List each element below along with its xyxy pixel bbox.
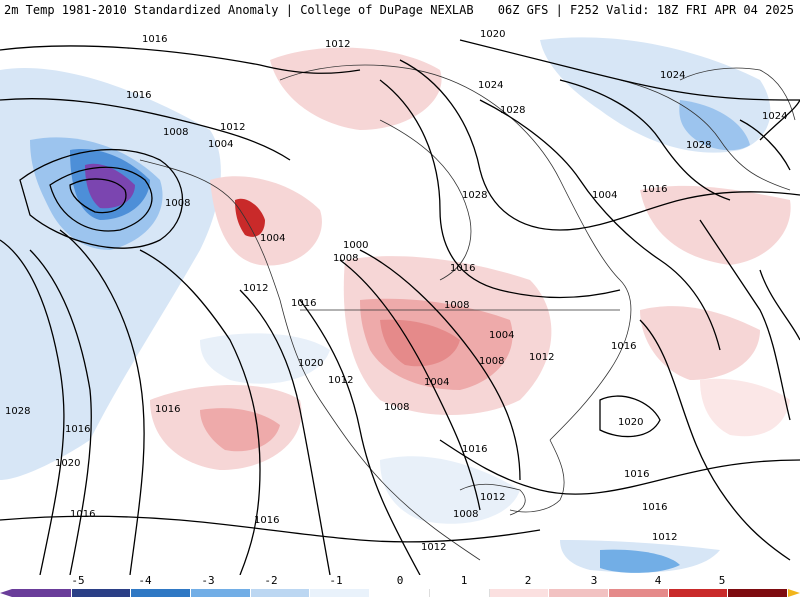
map-header: 2m Temp 1981-2010 Standardized Anomaly |… bbox=[0, 0, 800, 20]
isobar-label: 1016 bbox=[155, 404, 180, 415]
isobar-label: 1008 bbox=[444, 300, 469, 311]
isobar-lines bbox=[0, 39, 800, 575]
colorbar-segment bbox=[250, 589, 311, 597]
isobar-label: 1008 bbox=[165, 198, 190, 209]
isobar-label: 1028 bbox=[462, 190, 487, 201]
colorbar-label: 2 bbox=[524, 574, 532, 587]
colorbar-segment bbox=[429, 589, 490, 597]
isobar-labels: 1016 1012 1020 1024 1028 1024 1028 1024 … bbox=[5, 29, 787, 553]
colorbar-label: -3 bbox=[201, 574, 215, 587]
isobar-label: 1016 bbox=[642, 502, 667, 513]
colorbar-segment bbox=[549, 589, 609, 597]
isobar-label: 1016 bbox=[70, 509, 95, 520]
isobar-label: 1008 bbox=[453, 509, 478, 520]
colorbar-label: -4 bbox=[138, 574, 152, 587]
isobar-label: 1016 bbox=[611, 341, 636, 352]
map-canvas: 1016 1012 1020 1024 1028 1024 1028 1024 … bbox=[0, 29, 800, 575]
coastlines bbox=[139, 64, 796, 561]
colorbar-segment bbox=[370, 589, 430, 597]
isobar-label: 1000 bbox=[343, 240, 368, 251]
isobar-label: 1024 bbox=[478, 80, 503, 91]
isobar-label: 1016 bbox=[254, 515, 279, 526]
isobar-label: 1008 bbox=[333, 253, 358, 264]
isobar-label: 1012 bbox=[220, 122, 245, 133]
isobar-label: 1004 bbox=[260, 233, 285, 244]
colorbar-label: 1 bbox=[460, 574, 468, 587]
isobar-label: 1016 bbox=[126, 90, 151, 101]
colorbar-segment bbox=[728, 589, 788, 597]
isobar-label: 1016 bbox=[624, 469, 649, 480]
colorbar-label: 0 bbox=[396, 574, 404, 587]
isobar-label: 1020 bbox=[298, 358, 323, 369]
isobar-label: 1012 bbox=[325, 39, 350, 50]
isobar-label: 1016 bbox=[642, 184, 667, 195]
colorbar-label: 4 bbox=[654, 574, 662, 587]
isobar-label: 1004 bbox=[592, 190, 617, 201]
anomaly-colorbar: -5 -4 -3 -2 -1 0 1 2 3 4 5 bbox=[0, 575, 800, 600]
colorbar-segment bbox=[71, 589, 132, 597]
product-title: 2m Temp 1981-2010 Standardized Anomaly |… bbox=[4, 3, 474, 17]
isobar-label: 1012 bbox=[243, 283, 268, 294]
isobar-label: 1028 bbox=[500, 105, 525, 116]
isobar-label: 1020 bbox=[55, 458, 80, 469]
isobar-label: 1028 bbox=[5, 406, 30, 417]
colorbar-segment bbox=[310, 589, 371, 597]
colorbar-label: -2 bbox=[264, 574, 278, 587]
isobar-label: 1024 bbox=[762, 111, 787, 122]
anomaly-map: 1016 1012 1020 1024 1028 1024 1028 1024 … bbox=[0, 20, 800, 575]
isobar-label: 1012 bbox=[328, 375, 353, 386]
colorbar-label: -1 bbox=[329, 574, 343, 587]
isobar-label: 1012 bbox=[480, 492, 505, 503]
isobar-label: 1004 bbox=[424, 377, 449, 388]
colorbar-segment bbox=[608, 589, 669, 597]
colorbar-low-cap bbox=[0, 589, 12, 597]
isobar-label: 1024 bbox=[660, 70, 685, 81]
isobar-label: 1012 bbox=[652, 532, 677, 543]
isobar-label: 1012 bbox=[529, 352, 554, 363]
colorbar-segment bbox=[191, 589, 251, 597]
isobar-label: 1004 bbox=[489, 330, 514, 341]
colorbar-bar bbox=[12, 589, 788, 597]
cold-anomaly-shading bbox=[0, 37, 771, 573]
isobar-label: 1008 bbox=[479, 356, 504, 367]
colorbar-segment bbox=[12, 589, 72, 597]
isobar-label: 1016 bbox=[142, 34, 167, 45]
colorbar-high-cap bbox=[788, 589, 800, 597]
isobar-label: 1004 bbox=[208, 139, 233, 150]
isobar-label: 1028 bbox=[686, 140, 711, 151]
colorbar-label: 3 bbox=[590, 574, 598, 587]
isobar-label: 1008 bbox=[384, 402, 409, 413]
isobar-label: 1020 bbox=[618, 417, 643, 428]
colorbar-segment bbox=[489, 589, 550, 597]
colorbar-segment bbox=[131, 589, 192, 597]
isobar-label: 1012 bbox=[421, 542, 446, 553]
warm-anomaly-shading bbox=[150, 47, 791, 470]
model-valid-time: 06Z GFS | F252 Valid: 18Z FRI APR 04 202… bbox=[497, 3, 794, 17]
colorbar-label: -5 bbox=[71, 574, 85, 587]
isobar-label: 1016 bbox=[291, 298, 316, 309]
colorbar-label: 5 bbox=[718, 574, 726, 587]
colorbar-segment bbox=[668, 589, 729, 597]
isobar-label: 1016 bbox=[462, 444, 487, 455]
isobar-label: 1008 bbox=[163, 127, 188, 138]
isobar-label: 1020 bbox=[480, 29, 505, 40]
isobar-label: 1016 bbox=[65, 424, 90, 435]
isobar-label: 1016 bbox=[450, 263, 475, 274]
